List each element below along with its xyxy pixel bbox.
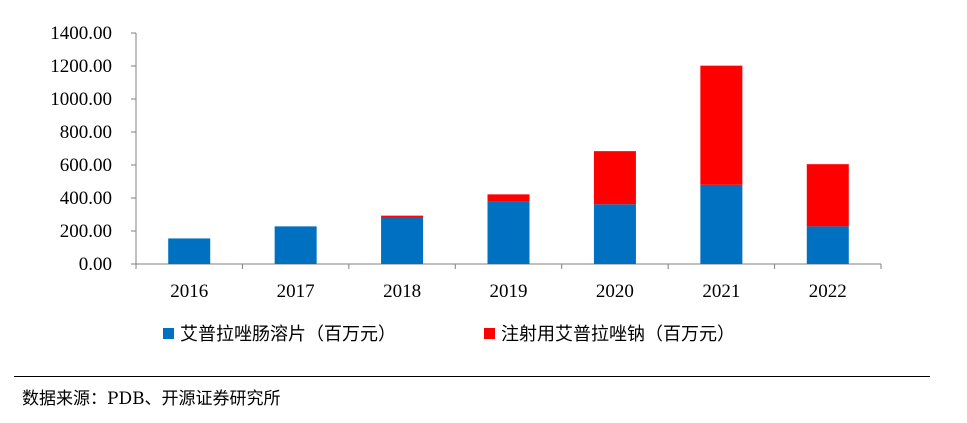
bar-series-2 xyxy=(381,215,424,217)
x-tick-label: 2020 xyxy=(596,281,634,302)
bar-series-2 xyxy=(700,65,743,185)
bar-series-1 xyxy=(168,238,211,264)
y-tick-label: 1400.00 xyxy=(50,23,112,44)
y-tick-label: 400.00 xyxy=(60,188,112,209)
y-tick-label: 200.00 xyxy=(60,221,112,242)
bar-series-2 xyxy=(487,194,530,202)
legend-item-series-2: 注射用艾普拉唑钠（百万元） xyxy=(484,320,735,346)
bar-series-1 xyxy=(274,226,317,264)
y-tick-label: 0.00 xyxy=(79,254,112,275)
x-tick-label: 2017 xyxy=(277,281,315,302)
y-tick-label: 1200.00 xyxy=(50,56,112,77)
stacked-bar-chart: 0.00 200.00 400.00 600.00 800.00 1000.00 1200.… xyxy=(50,23,882,302)
x-tick-label: 2018 xyxy=(383,281,421,302)
y-tick-label: 800.00 xyxy=(60,122,112,143)
legend-item-series-1: 艾普拉唑肠溶片（百万元） xyxy=(163,320,396,346)
chart-legend: 艾普拉唑肠溶片（百万元） 注射用艾普拉唑钠（百万元） xyxy=(0,320,967,350)
bar-series-1 xyxy=(381,216,424,264)
x-tick-label: 2019 xyxy=(490,281,528,302)
bar-series-1 xyxy=(806,226,849,264)
legend-label-series-2: 注射用艾普拉唑钠（百万元） xyxy=(501,324,735,345)
footer-divider xyxy=(14,376,930,377)
x-tick-label: 2022 xyxy=(809,281,847,302)
bar-series-2 xyxy=(806,164,849,227)
legend-label-series-1: 艾普拉唑肠溶片（百万元） xyxy=(180,324,396,345)
y-tick-label: 600.00 xyxy=(60,155,112,176)
legend-swatch-series-1 xyxy=(163,327,174,339)
legend-swatch-series-2 xyxy=(484,327,495,339)
bar-series-2 xyxy=(593,151,636,205)
chart-labels: 0.00 200.00 400.00 600.00 800.00 1000.00 1200.… xyxy=(50,23,847,302)
x-tick-label: 2016 xyxy=(170,281,208,302)
x-tick-label: 2021 xyxy=(702,281,740,302)
chart-bars xyxy=(168,65,849,264)
bar-series-1 xyxy=(700,184,743,264)
source-note: 数据来源：PDB、开源证券研究所 xyxy=(22,389,281,409)
y-tick-label: 1000.00 xyxy=(50,89,112,110)
bar-series-1 xyxy=(593,204,636,264)
bar-series-1 xyxy=(487,201,530,264)
